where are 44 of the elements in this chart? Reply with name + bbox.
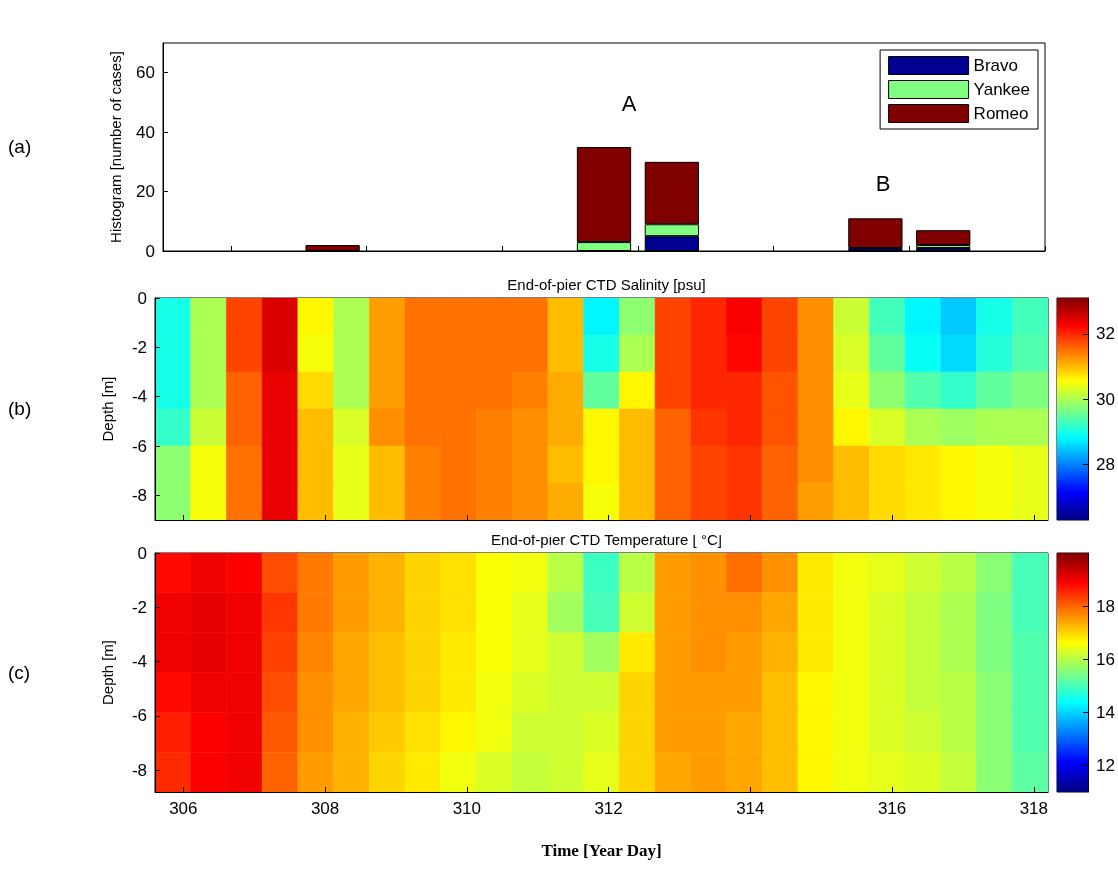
- bar: [916, 230, 971, 246]
- y-tick-label: 0: [137, 543, 147, 563]
- color-bar-label: 18: [1096, 596, 1116, 616]
- y-tick-label: -8: [131, 485, 147, 505]
- y-axis-title: Histogram [number of cases]: [107, 51, 124, 243]
- text: (b): [8, 398, 32, 419]
- y-tick-label: -6: [131, 436, 147, 456]
- color-bar-label: 32: [1096, 324, 1116, 344]
- y-tick-label: 60: [136, 63, 155, 83]
- x-tick-label: 312: [594, 799, 623, 818]
- x-tick-label: 318: [1019, 799, 1049, 818]
- y-tick-label: -4: [131, 652, 147, 672]
- y-tick-label: 0: [137, 288, 147, 308]
- y-tick-label: -4: [131, 387, 147, 407]
- annotation: A: [621, 90, 637, 116]
- text: (a): [8, 136, 32, 157]
- y-axis-title: Depth [m]: [99, 639, 116, 706]
- x-axis-title: Time [Year Day]: [541, 841, 662, 860]
- x-tick-label: 308: [310, 799, 340, 818]
- x-tick-label: 310: [452, 799, 482, 818]
- color-bar-label: 16: [1096, 649, 1116, 669]
- color-bar-label: 12: [1096, 755, 1116, 775]
- y-tick-label: -8: [131, 760, 147, 780]
- y-tick-label: 20: [136, 182, 155, 202]
- annotation: B: [875, 170, 891, 196]
- y-tick-label: 0: [145, 241, 155, 261]
- y-tick-label: 40: [136, 122, 155, 142]
- y-tick-label: -2: [131, 337, 147, 357]
- y-tick-label: -6: [131, 706, 147, 726]
- legend-label: Romeo: [973, 104, 1029, 123]
- y-axis-title: Depth [m]: [99, 376, 116, 442]
- color-bar-label: 28: [1096, 455, 1116, 474]
- x-tick-label: 316: [877, 799, 907, 818]
- color-bar-label: 30: [1096, 389, 1116, 409]
- legend-label: Bravo: [973, 56, 1019, 75]
- bar: [848, 218, 903, 249]
- color-bar-label: 14: [1096, 702, 1116, 722]
- y-tick-label: -2: [131, 597, 147, 617]
- legend-label: Yankee: [973, 80, 1031, 99]
- chart-title: End-of-pier CTD Salinity [psu]: [507, 276, 706, 293]
- text: (c): [8, 661, 31, 683]
- x-tick-label: 306: [169, 799, 198, 818]
- chart-title: End-of-pier CTD Temperature [ °C]: [491, 531, 722, 548]
- x-tick-label: 314: [736, 799, 765, 818]
